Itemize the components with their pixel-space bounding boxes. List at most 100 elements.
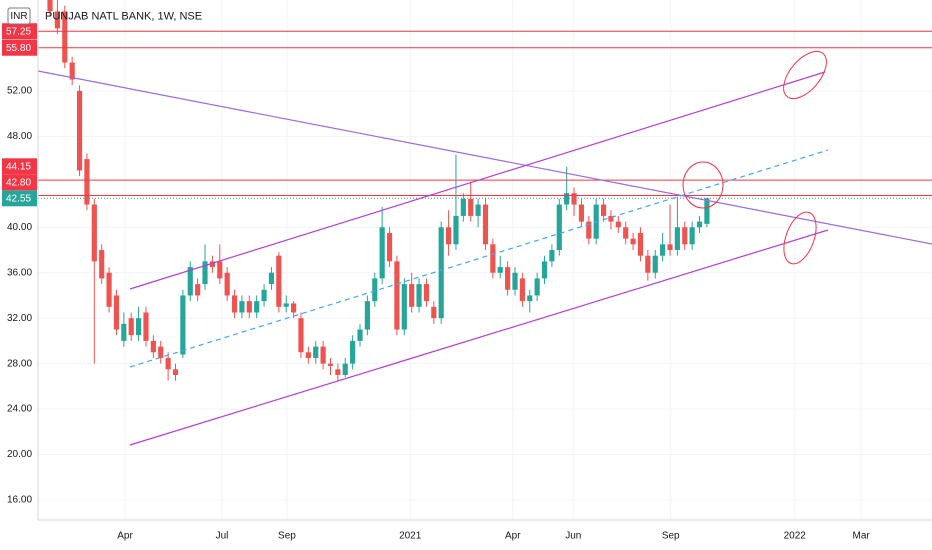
candle-body (84, 159, 90, 205)
candle-body (69, 62, 75, 80)
candle-body (217, 261, 223, 279)
candle-body (534, 278, 540, 296)
candle-body (689, 227, 695, 245)
candle-body (291, 303, 297, 313)
channel-mid (129, 149, 829, 368)
candle-body (423, 284, 430, 302)
candle-body (505, 267, 511, 290)
candle-body (652, 255, 658, 273)
price-label-box (2, 23, 37, 40)
candle-body (350, 340, 356, 364)
candle-body (608, 215, 614, 222)
y-tick-label: 40.00 (7, 222, 32, 233)
chart-title: PUNJAB NATL BANK, 1W, NSE (45, 10, 202, 22)
candle-body (637, 232, 644, 256)
highlight-circle (682, 161, 724, 209)
x-tick-label: Jul (216, 531, 229, 542)
candle-body (261, 289, 267, 302)
candle-body (62, 11, 68, 63)
x-tick-label: Mar (853, 531, 871, 542)
candle-body (172, 369, 179, 375)
candle-body (696, 221, 703, 228)
candle-body (335, 369, 341, 375)
candle-body (490, 244, 496, 273)
channel-lower (129, 229, 829, 446)
currency: INR (10, 11, 27, 22)
candle-body (571, 193, 577, 205)
y-tick-label: 36.00 (7, 267, 32, 278)
candle-body (342, 363, 348, 375)
candle-body (209, 261, 215, 268)
candle-body (268, 272, 275, 285)
candle-body (76, 90, 83, 171)
candle-body (431, 306, 437, 319)
x-tick-label: 2022 (784, 531, 807, 542)
candle-body (704, 198, 710, 224)
candle-body (239, 301, 245, 313)
price-label: 55.80 (6, 43, 31, 54)
candle-body (409, 284, 415, 307)
price-label-box (2, 190, 37, 207)
y-tick-label: 24.00 (7, 404, 32, 415)
candle-body (630, 238, 636, 245)
candle-body (372, 278, 378, 302)
candle-body (615, 221, 621, 228)
candle-body (254, 301, 260, 313)
candle-body (468, 198, 474, 216)
candle-body (283, 303, 289, 307)
x-tick-label: Apr (505, 531, 521, 542)
channel-upper (129, 71, 826, 290)
candle-body (527, 295, 533, 302)
candle-body (320, 346, 326, 364)
candle-body (600, 204, 607, 216)
candle-body (121, 323, 127, 341)
candle-body (682, 227, 688, 245)
candle-body (556, 204, 562, 250)
x-tick-label: Jun (565, 531, 581, 542)
price-label: 42.80 (6, 177, 31, 188)
x-tick-label: 2021 (399, 531, 422, 542)
candle-body (246, 301, 252, 313)
price-label: 44.15 (6, 161, 31, 172)
candle-body (276, 255, 282, 307)
candle-body (364, 301, 370, 330)
y-tick-label: 20.00 (7, 449, 32, 460)
candle-body (541, 261, 548, 279)
candle-body (667, 244, 673, 250)
x-tick-label: Apr (117, 531, 133, 542)
candle-body (305, 352, 311, 358)
highlight-circle (783, 211, 817, 265)
candle-body (327, 363, 334, 366)
drawings (37, 50, 932, 446)
candle-body (453, 215, 459, 245)
candle-body (187, 267, 193, 296)
candle-body (549, 250, 555, 262)
candle-body (586, 221, 592, 239)
candle-body (674, 227, 680, 250)
candle-body (113, 295, 120, 330)
candle-body (165, 357, 171, 370)
candle-body (460, 198, 466, 216)
candle-body (482, 204, 489, 245)
y-tick-label: 28.00 (7, 358, 32, 369)
candle-body (379, 227, 385, 279)
candle-body (394, 261, 400, 330)
plot-layer (38, 0, 932, 381)
candle-body (54, 11, 60, 29)
y-tick-label: 52.00 (7, 86, 32, 97)
candle-body (401, 284, 407, 330)
price-label-box (2, 39, 37, 56)
candle-body (564, 193, 570, 205)
candle-body (106, 272, 112, 307)
candle-body (150, 340, 156, 353)
candle-body (195, 284, 201, 296)
candle-body (143, 312, 149, 341)
candle-body (623, 227, 629, 239)
candle-body (519, 278, 525, 302)
y-tick-label: 48.00 (7, 131, 32, 142)
candle-body (231, 295, 238, 313)
x-tick-label: Sep (278, 531, 296, 542)
candle-body (202, 261, 208, 285)
